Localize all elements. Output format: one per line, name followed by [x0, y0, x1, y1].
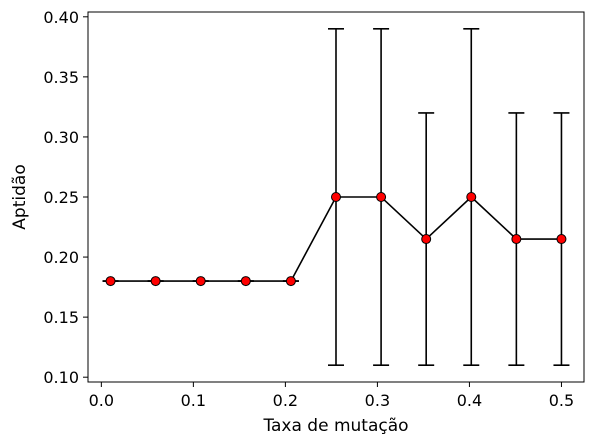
data-point [466, 192, 477, 202]
data-point [105, 276, 116, 287]
x-axis-label: Taxa de mutação [262, 416, 408, 436]
data-markers [105, 192, 567, 287]
x-tick-label: 0.5 [549, 391, 574, 410]
x-axis-ticks: 0.0 0.1 0.2 0.3 0.4 0.5 [89, 382, 574, 410]
x-tick-label: 0.3 [365, 391, 390, 410]
data-point [240, 276, 251, 287]
x-tick-label: 0.4 [457, 391, 482, 410]
y-tick-label: 0.30 [43, 128, 79, 147]
y-tick-label: 0.15 [43, 308, 79, 327]
y-axis-ticks: 0.10 0.15 0.20 0.25 0.30 0.35 0.40 [43, 8, 88, 387]
x-tick-label: 0.0 [89, 391, 114, 410]
x-tick-label: 0.2 [273, 391, 298, 410]
y-axis-label: Aptidão [10, 164, 30, 229]
data-point [331, 192, 341, 202]
y-tick-label: 0.10 [43, 368, 79, 387]
data-point [195, 276, 206, 287]
data-point [511, 234, 522, 245]
y-tick-label: 0.25 [43, 188, 79, 207]
y-tick-label: 0.35 [43, 68, 79, 87]
data-point [150, 276, 161, 287]
data-point [556, 234, 567, 245]
x-tick-label: 0.1 [181, 391, 206, 410]
data-point [285, 276, 296, 287]
y-tick-label: 0.40 [43, 8, 79, 27]
data-point [421, 234, 432, 245]
y-tick-label: 0.20 [43, 248, 79, 267]
data-point [376, 192, 387, 202]
